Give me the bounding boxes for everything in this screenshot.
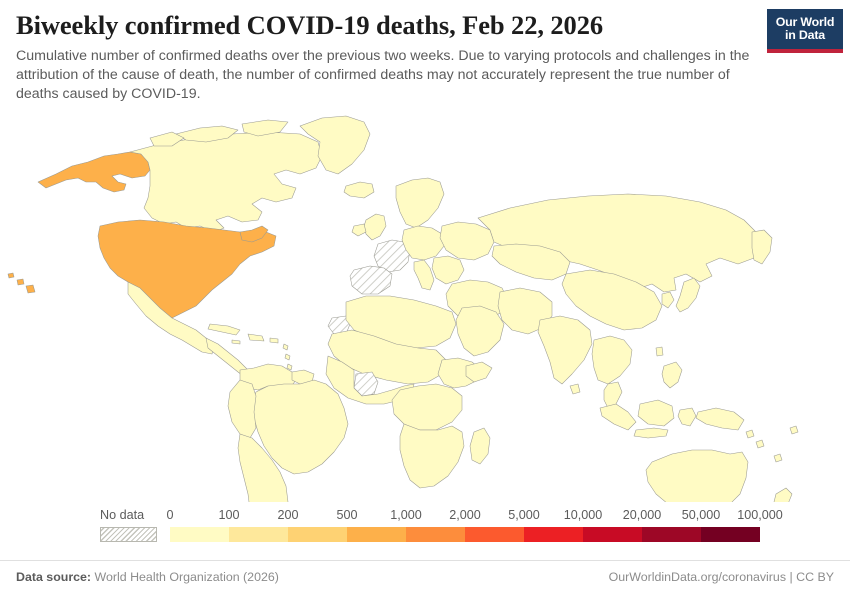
country-southern-africa[interactable] <box>399 423 465 489</box>
country-greenland[interactable] <box>299 115 371 175</box>
legend-no-data-swatch[interactable] <box>100 527 157 542</box>
legend-tick-2: 200 <box>277 508 299 522</box>
legend-tick-1: 100 <box>218 508 240 522</box>
country-cuba[interactable] <box>207 323 241 336</box>
country-italy[interactable] <box>413 259 435 291</box>
country-korea[interactable] <box>661 291 675 309</box>
country-horn-of-africa[interactable] <box>465 361 493 383</box>
chart-subtitle: Cumulative number of confirmed deaths ov… <box>16 48 750 103</box>
legend-bin-7[interactable] <box>583 527 642 542</box>
legend-tick-5: 2,000 <box>449 508 481 522</box>
country-lesser-antilles[interactable] <box>282 343 293 371</box>
country-central-asia[interactable] <box>491 243 571 281</box>
owid-logo[interactable]: Our World in Data <box>767 9 843 53</box>
country-canada-arctic-2[interactable] <box>241 119 289 137</box>
chart-header: Biweekly confirmed COVID-19 deaths, Feb … <box>16 10 756 105</box>
country-france-no-data[interactable] <box>373 239 411 273</box>
data-source: Data source: World Health Organization (… <box>16 570 279 584</box>
country-eastern-europe[interactable] <box>439 221 495 261</box>
country-iceland[interactable] <box>343 181 375 199</box>
country-philippines[interactable] <box>661 361 683 389</box>
legend-color-ramp[interactable] <box>170 527 760 542</box>
country-mexico[interactable] <box>127 281 215 355</box>
country-alaska[interactable] <box>37 151 151 193</box>
country-sulawesi[interactable] <box>677 407 697 427</box>
country-canada[interactable] <box>129 131 323 233</box>
country-canada-arctic-3[interactable] <box>149 131 185 147</box>
legend-tick-4: 1,000 <box>390 508 422 522</box>
country-scandinavia[interactable] <box>395 177 445 229</box>
country-sri-lanka[interactable] <box>569 383 581 395</box>
country-canada-arctic-1[interactable] <box>175 125 239 143</box>
country-borneo[interactable] <box>637 399 675 427</box>
data-source-label: Data source: <box>16 570 92 584</box>
country-spain-no-data[interactable] <box>349 265 393 295</box>
legend-bin-9[interactable] <box>701 527 760 542</box>
country-chile-argentina[interactable] <box>237 433 289 502</box>
legend-tick-8: 20,000 <box>622 508 662 522</box>
country-west-africa[interactable] <box>325 355 415 405</box>
attribution-link[interactable]: OurWorldinData.org/coronavirus | CC BY <box>608 570 834 584</box>
legend-no-data-label: No data <box>100 508 145 522</box>
country-kamchatka[interactable] <box>751 229 773 265</box>
country-japan[interactable] <box>675 277 701 313</box>
legend-bin-0[interactable] <box>170 527 229 542</box>
legend-bin-4[interactable] <box>406 527 465 542</box>
legend-tick-6: 5,000 <box>508 508 540 522</box>
country-taiwan[interactable] <box>655 346 664 357</box>
country-india[interactable] <box>537 315 593 385</box>
country-puerto-rico[interactable] <box>269 337 279 344</box>
country-balkans[interactable] <box>431 255 465 285</box>
legend-tick-9: 50,000 <box>681 508 721 522</box>
country-java[interactable] <box>633 427 669 439</box>
country-arabia[interactable] <box>455 305 505 357</box>
country-southeast-asia[interactable] <box>591 335 633 385</box>
owid-logo-line-2: in Data <box>785 28 825 42</box>
country-ireland[interactable] <box>351 223 367 237</box>
country-jamaica[interactable] <box>231 339 241 345</box>
legend-tick-10: 100,000 <box>737 508 783 522</box>
country-new-zealand[interactable] <box>773 487 793 502</box>
legend-bin-8[interactable] <box>642 527 701 542</box>
map-legend: No data 0 100 200 500 1,000 2,000 5,000 10,000 2… <box>0 508 850 552</box>
country-new-guinea[interactable] <box>695 407 745 431</box>
legend-tick-labels: 0 100 200 500 1,000 2,000 5,000 10,000 20,000 50,… <box>166 508 782 524</box>
legend-bin-1[interactable] <box>229 527 288 542</box>
country-malay-peninsula[interactable] <box>603 381 623 409</box>
country-united-states-northeast[interactable] <box>239 225 269 243</box>
chart-footer: Data source: World Health Organization (… <box>0 560 850 600</box>
country-madagascar[interactable] <box>469 427 491 465</box>
legend-tick-0: 0 <box>166 508 174 522</box>
country-australia[interactable] <box>645 449 749 502</box>
legend-bin-2[interactable] <box>288 527 347 542</box>
world-choropleth-map[interactable] <box>0 112 850 502</box>
country-hispaniola[interactable] <box>247 333 265 342</box>
country-sumatra[interactable] <box>599 403 637 431</box>
country-hawaii[interactable] <box>7 272 36 294</box>
legend-bin-6[interactable] <box>524 527 583 542</box>
country-united-kingdom[interactable] <box>363 213 387 241</box>
country-china[interactable] <box>561 269 663 331</box>
country-pacific-islands[interactable] <box>745 425 799 463</box>
country-central-africa[interactable] <box>391 383 463 431</box>
legend-bin-5[interactable] <box>465 527 524 542</box>
page-title: Biweekly confirmed COVID-19 deaths, Feb … <box>16 10 603 40</box>
legend-tick-3: 500 <box>336 508 358 522</box>
country-peru-bolivia[interactable] <box>227 379 257 439</box>
legend-bin-3[interactable] <box>347 527 406 542</box>
data-source-value: World Health Organization (2026) <box>94 570 279 584</box>
legend-tick-7: 10,000 <box>563 508 603 522</box>
owid-logo-line-1: Our World <box>775 14 835 29</box>
country-central-europe[interactable] <box>401 225 445 261</box>
